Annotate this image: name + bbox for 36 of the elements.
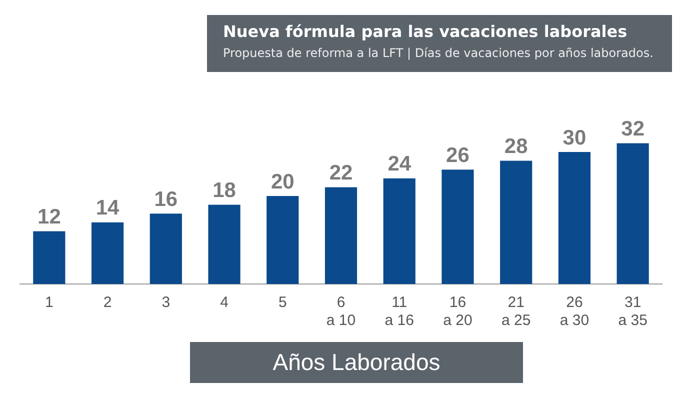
bar	[383, 178, 416, 284]
data-label: 30	[562, 126, 586, 150]
x-axis-title: Años Laborados	[190, 342, 523, 383]
data-label: 32	[621, 117, 644, 140]
x-tick-label: 11 a 16	[384, 294, 414, 330]
data-label: 26	[446, 144, 470, 167]
x-tick-label: 5	[278, 294, 287, 312]
data-label: 12	[38, 205, 61, 228]
data-label: 16	[154, 188, 178, 211]
x-tick-label: 26 a 30	[560, 294, 590, 330]
bar	[150, 214, 182, 284]
x-tick-label: 3	[162, 294, 170, 312]
bar	[442, 170, 474, 284]
x-tick-label: 21 a 25	[501, 294, 531, 330]
data-label: 18	[212, 179, 236, 202]
x-tick-label: 1	[45, 294, 54, 312]
bar	[33, 231, 66, 284]
bar	[324, 187, 358, 284]
data-label: 24	[388, 152, 412, 176]
x-tick-label: 2	[103, 294, 112, 312]
data-label: 28	[504, 135, 528, 158]
bar	[208, 204, 240, 284]
x-tick-label: 31 a 35	[618, 294, 648, 330]
x-tick-label: 6 a 10	[326, 294, 356, 330]
bar	[266, 196, 299, 284]
x-tick-label: 4	[220, 294, 228, 312]
data-label: 14	[96, 196, 120, 220]
bar	[91, 222, 124, 284]
bar	[500, 160, 532, 284]
data-label: 22	[329, 161, 353, 184]
data-label: 20	[270, 170, 294, 194]
bar	[558, 152, 591, 284]
x-tick-label: 16 a 20	[443, 294, 472, 330]
bar	[616, 143, 649, 284]
chart-subtitle: Propuesta de reforma a la LFT | Días de vacaciones por años laborados.	[223, 45, 654, 62]
chart-title: Nueva fórmula para las vacaciones laborales	[223, 21, 628, 43]
